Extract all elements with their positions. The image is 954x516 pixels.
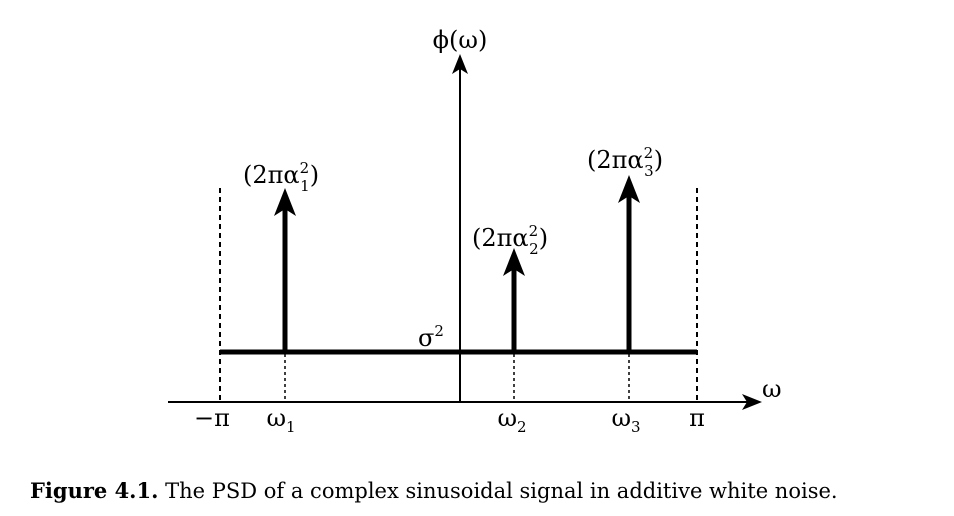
impulse-label-suffix: ) xyxy=(539,224,548,252)
impulse-label-prefix: (2πα xyxy=(587,146,644,174)
tick-symbol: ω xyxy=(497,404,517,432)
tick-symbol: π xyxy=(689,404,705,432)
impulse-2-arrowhead xyxy=(503,248,525,276)
tick-subscript: 3 xyxy=(631,418,641,436)
tick-label-omega1: ω1 xyxy=(266,404,295,436)
impulse-label-subscript: 1 xyxy=(300,177,310,195)
figure-caption: Figure 4.1. The PSD of a complex sinusoi… xyxy=(30,478,838,503)
impulse-3-arrowhead xyxy=(618,175,640,203)
impulse-label-superscript: 2 xyxy=(644,144,654,162)
impulse-2 xyxy=(503,248,525,352)
tick-symbol: ω xyxy=(611,404,631,432)
impulse-2-label: (2πα2 2) xyxy=(472,222,548,258)
impulse-3 xyxy=(618,175,640,352)
noise-level-symbol: σ xyxy=(418,324,434,352)
impulse-1-label: (2πα2 1) xyxy=(243,159,319,195)
figure-number: Figure 4.1. xyxy=(30,478,159,503)
impulse-3-label: (2πα2 3) xyxy=(587,144,663,180)
y-axis-arrowhead xyxy=(452,54,468,74)
tick-label-neg-pi: −π xyxy=(194,404,230,432)
impulse-label-superscript: 2 xyxy=(529,222,539,240)
impulse-1 xyxy=(274,188,296,352)
noise-level-exponent: 2 xyxy=(434,322,444,340)
impulse-label-prefix: (2πα xyxy=(472,224,529,252)
x-axis-arrowhead xyxy=(742,394,762,410)
tick-subscript: 2 xyxy=(517,418,527,436)
tick-label-omega2: ω2 xyxy=(497,404,526,436)
impulse-label-suffix: ) xyxy=(310,161,319,189)
impulse-label-suffix: ) xyxy=(654,146,663,174)
caption-text: The PSD of a complex sinusoidal signal i… xyxy=(165,479,838,503)
x-axis-label: ω xyxy=(762,375,782,403)
impulse-label-subscript: 2 xyxy=(529,240,539,258)
impulse-label-prefix: (2πα xyxy=(243,161,300,189)
tick-label-omega3: ω3 xyxy=(611,404,640,436)
noise-level-label: σ2 xyxy=(418,322,444,352)
tick-symbol: ω xyxy=(266,404,286,432)
impulse-1-arrowhead xyxy=(274,188,296,216)
tick-label-pi: π xyxy=(689,404,705,432)
tick-symbol: −π xyxy=(194,404,230,432)
impulse-label-superscript: 2 xyxy=(300,159,310,177)
impulse-label-subscript: 3 xyxy=(644,162,654,180)
y-axis-label: ϕ(ω) xyxy=(433,26,488,54)
tick-subscript: 1 xyxy=(286,418,296,436)
